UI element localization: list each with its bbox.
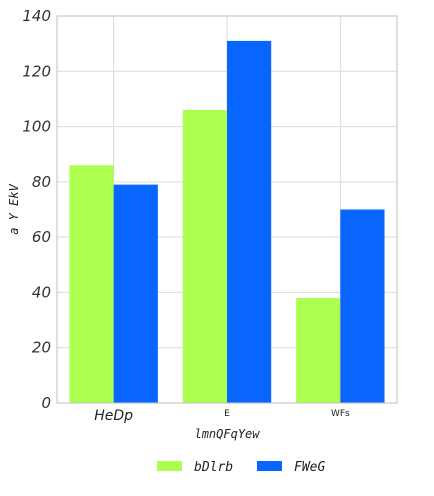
x-tick-label: E: [224, 409, 230, 419]
bar-FWeG-HeDp: [113, 184, 158, 403]
legend-label: bDlrb: [194, 460, 233, 475]
legend-swatch: [157, 461, 182, 471]
x-tick-labels: HeDp E WFs: [94, 408, 350, 424]
bar-bDlrb-E: [182, 109, 227, 403]
x-tick-label: WFs: [331, 409, 350, 419]
legend-label: FWeG: [294, 460, 325, 475]
y-tick-label: 80: [32, 173, 51, 191]
bar-FWeG-E: [227, 40, 272, 403]
y-tick-label: 100: [22, 118, 51, 136]
x-axis-label: lmnQFqYew: [194, 427, 260, 441]
bar-bDlrb-WFs: [296, 297, 341, 403]
y-tick-labels: 0 20 40 60 80 100 120 140: [22, 7, 51, 412]
x-tick-label: HeDp: [94, 408, 133, 424]
y-tick-label: 120: [22, 62, 51, 80]
plot-frame: [56, 15, 398, 404]
y-axis-label: a Y EkV: [7, 183, 21, 234]
y-tick-label: 140: [22, 7, 51, 25]
bar-FWeG-WFs: [340, 209, 385, 403]
legend-swatch: [257, 461, 282, 471]
y-tick-label: 0: [41, 394, 51, 412]
y-tick-label: 20: [32, 339, 51, 357]
legend: bDlrb FWeG: [157, 460, 325, 475]
bars: [69, 40, 385, 403]
bar-bDlrb-HeDp: [69, 165, 114, 403]
y-tick-label: 40: [32, 283, 51, 301]
y-tick-label: 60: [32, 228, 51, 246]
